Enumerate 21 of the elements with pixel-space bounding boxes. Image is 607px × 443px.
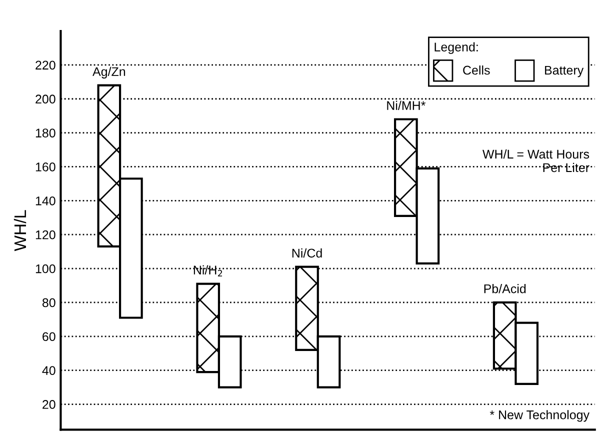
annotation: * New Technology [490, 410, 590, 422]
legend-label: Battery [545, 66, 584, 78]
y-tick-label: 160 [36, 162, 56, 172]
y-tick-label: 220 [36, 60, 56, 70]
y-tick-label: 20 [42, 400, 56, 409]
y-tick-label: 80 [42, 298, 56, 308]
y-tick-label: 120 [36, 230, 56, 240]
legend-label: Cells [463, 65, 490, 75]
x-tick-label: Ni/MH* [387, 100, 426, 110]
y-tick-label: 100 [36, 264, 56, 274]
y-tick-label: 60 [42, 332, 56, 342]
x-tick-label: Ag/Zn [92, 66, 126, 79]
x-tick-label: Pb/Acid [484, 284, 526, 294]
y-axis-title: WH/L [14, 210, 26, 252]
x-tick-label: Ni/Cd [292, 248, 322, 258]
y-tick-label: 200 [36, 94, 56, 104]
y-tick-label: 140 [36, 196, 56, 206]
legend-title: Legend: [434, 42, 478, 54]
y-tick-label: 180 [36, 128, 56, 138]
y-tick-label: 40 [42, 366, 56, 375]
x-tick-label: Ni/H$_{2}$ [194, 265, 222, 276]
